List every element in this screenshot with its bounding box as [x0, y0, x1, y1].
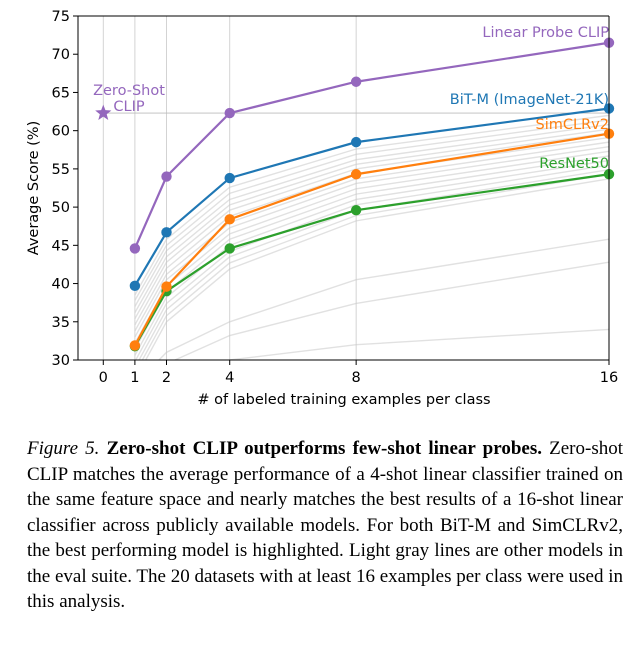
series-labels: Linear Probe CLIP BiT-M (ImageNet-21K) S… [93, 25, 609, 172]
series-label-linear-probe-clip: Linear Probe CLIP [482, 25, 609, 41]
data-point-linear-probe-clip-4 [224, 107, 235, 119]
data-point-linear-probe-clip-1 [129, 243, 141, 254]
gray-line-15 [157, 238, 609, 360]
data-point-bit-m-imagenet-21k-4 [224, 172, 235, 184]
gray-line-10 [134, 159, 609, 356]
data-point-linear-probe-clip-2 [161, 171, 172, 182]
series-label-resnet50: ResNet50 [539, 156, 609, 172]
y-tick-label-75: 75 [52, 9, 70, 25]
gray-line-3 [134, 128, 609, 313]
y-tick-label-50: 50 [52, 200, 70, 216]
y-tick-label-40: 40 [52, 277, 70, 293]
data-point-simclrv2-4 [224, 214, 235, 225]
gray-line-7 [134, 146, 609, 338]
y-tick-label-35: 35 [52, 315, 70, 331]
gray-line-16 [173, 261, 609, 360]
data-point-simclrv2-1 [129, 340, 141, 351]
axes [73, 15, 610, 365]
gray-line-12 [138, 168, 609, 360]
series-line-resnet50 [133, 173, 610, 347]
data-point-simclrv2-8 [350, 169, 362, 180]
series-line-simclrv2 [133, 132, 610, 347]
data-point-simclrv2-2 [161, 281, 172, 292]
caption-body: Zero-shot CLIP matches the average perfo… [27, 438, 624, 612]
gray-line-1 [134, 119, 609, 301]
gray-line-5 [134, 136, 609, 326]
gray-line-14 [144, 178, 609, 360]
zero-shot-star-marker [95, 104, 112, 120]
data-point-linear-probe-clip-8 [350, 76, 362, 87]
tick-labels: 30 35 40 45 50 55 60 65 70 75 0 1 2 4 8 16 [52, 9, 619, 386]
x-tick-label-0: 0 [99, 370, 108, 386]
y-tick-label-55: 55 [52, 162, 70, 178]
x-tick-label-2: 2 [162, 370, 171, 386]
series-lines [95, 37, 615, 352]
gray-line-17 [227, 328, 609, 360]
zero-shot-label-line2: CLIP [113, 99, 144, 115]
y-axis-label: Average Score (%) [26, 121, 42, 255]
y-tick-label-70: 70 [52, 47, 70, 63]
y-tick-label-65: 65 [52, 85, 70, 101]
caption-title: Zero-shot CLIP outperforms few-shot line… [106, 438, 542, 459]
x-tick-label-8: 8 [352, 370, 361, 386]
x-tick-label-16: 16 [600, 370, 618, 386]
y-tick-label-45: 45 [52, 238, 70, 254]
x-axis-label: # of labeled training examples per class [197, 392, 490, 408]
x-tick-label-4: 4 [225, 370, 234, 386]
gray-line-0 [134, 114, 609, 296]
series-label-simclrv2: SimCLRv2 [536, 117, 609, 133]
chart: 30 35 40 45 50 55 60 65 70 75 0 1 2 4 8 16 Linear Probe… [26, 9, 619, 408]
data-point-bit-m-imagenet-21k-8 [350, 136, 362, 148]
data-point-bit-m-imagenet-21k-2 [161, 227, 172, 238]
data-point-resnet50-4 [224, 243, 235, 254]
gray-line-2 [134, 123, 609, 307]
gray-line-13 [141, 173, 609, 360]
gray-line-4 [134, 132, 609, 320]
zero-shot-label-line1: Zero-Shot [93, 83, 165, 99]
grid-lines [102, 16, 610, 360]
caption-figure-label: Figure 5. [27, 438, 100, 459]
data-point-bit-m-imagenet-21k-1 [129, 280, 141, 292]
data-point-resnet50-8 [350, 204, 362, 216]
gray-model-lines [134, 114, 609, 360]
y-tick-label-60: 60 [52, 124, 70, 140]
figure-caption: Figure 5. Zero-shot CLIP outperforms few… [27, 436, 623, 615]
series-label-bit-m: BiT-M (ImageNet-21K) [450, 92, 609, 108]
y-tick-label-30: 30 [52, 353, 70, 369]
x-tick-label-1: 1 [130, 370, 139, 386]
